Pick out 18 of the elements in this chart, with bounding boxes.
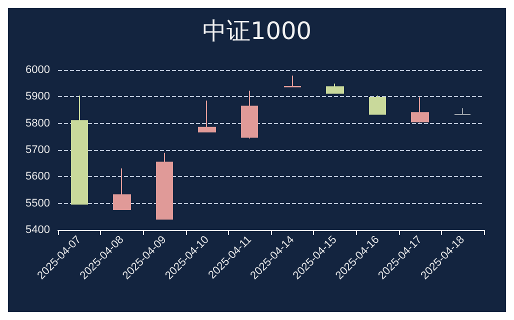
candlestick bbox=[113, 168, 131, 210]
y-tick-label: 5400 bbox=[26, 224, 50, 236]
candlestick bbox=[369, 95, 386, 115]
candlestick bbox=[241, 90, 258, 140]
candlestick bbox=[156, 152, 173, 220]
candlestick bbox=[198, 100, 216, 132]
y-tick-label: 5800 bbox=[26, 117, 50, 130]
candlestick bbox=[454, 108, 471, 116]
candlestick bbox=[284, 75, 301, 88]
candlestick bbox=[411, 96, 429, 124]
chart-title: 中证1000 bbox=[202, 17, 312, 45]
y-tick-label: 6000 bbox=[26, 64, 50, 76]
y-tick-label: 5900 bbox=[26, 90, 50, 103]
y-tick-label: 5600 bbox=[26, 170, 50, 183]
y-tick-label: 5500 bbox=[26, 197, 50, 210]
y-tick-label: 5700 bbox=[26, 144, 50, 156]
candlestick bbox=[71, 95, 88, 205]
candlestick bbox=[326, 83, 344, 94]
